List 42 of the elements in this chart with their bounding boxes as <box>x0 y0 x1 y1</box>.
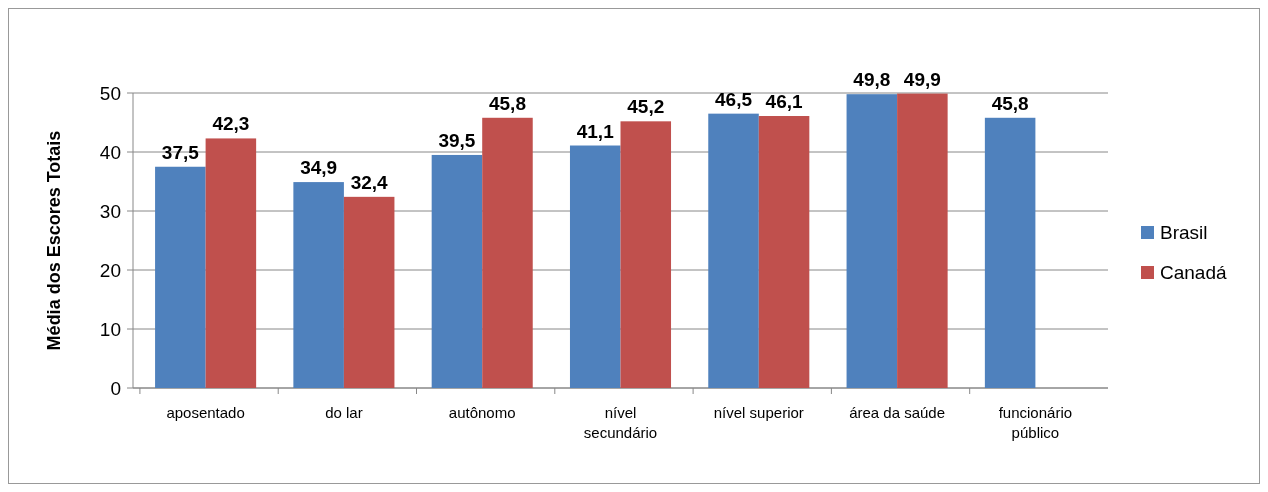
data-label: 45,8 <box>488 92 526 114</box>
bar <box>205 138 257 388</box>
data-label: 42,3 <box>212 113 250 135</box>
data-label: 46,1 <box>765 91 803 113</box>
data-label: 32,4 <box>350 171 389 193</box>
bar <box>758 116 810 388</box>
data-label: 41,1 <box>576 120 615 142</box>
y-tick-label: 50 <box>99 82 121 104</box>
bar <box>897 93 948 388</box>
legend-label: Canadá <box>1160 261 1227 283</box>
y-tick-label: 20 <box>99 259 121 281</box>
bar <box>846 94 898 388</box>
x-tick-label: funcionário público <box>998 404 1073 441</box>
x-tick-label: do lar <box>325 404 363 421</box>
y-tick-label: 40 <box>99 141 121 163</box>
data-label: 34,9 <box>300 157 338 179</box>
bar <box>431 154 483 388</box>
bar <box>984 117 1036 388</box>
bar <box>343 196 395 388</box>
data-label: 37,5 <box>161 141 200 163</box>
data-label: 39,5 <box>438 129 476 151</box>
y-tick-label: 30 <box>99 200 121 222</box>
bar <box>293 182 344 388</box>
bar <box>155 166 206 388</box>
data-label: 45,8 <box>991 92 1029 114</box>
x-tick-label: autônomo <box>448 404 516 421</box>
x-tick-label: área da saúde <box>849 404 946 421</box>
bar <box>482 117 533 388</box>
bar <box>620 121 672 388</box>
data-label: 49,8 <box>853 69 891 91</box>
data-label: 46,5 <box>715 88 753 110</box>
y-axis-title: Média dos Escores Totais <box>44 130 64 351</box>
bar <box>569 145 621 388</box>
x-tick-label: nível secundário <box>583 404 658 441</box>
y-tick-label: 0 <box>110 377 121 399</box>
x-tick-label: nível superior <box>713 404 804 421</box>
y-tick-label: 10 <box>99 318 121 340</box>
data-label: 45,2 <box>627 96 665 118</box>
bar <box>708 113 759 388</box>
data-label: 49,9 <box>903 68 941 90</box>
x-tick-label: aposentado <box>166 404 245 421</box>
legend-label: Brasil <box>1160 221 1208 243</box>
